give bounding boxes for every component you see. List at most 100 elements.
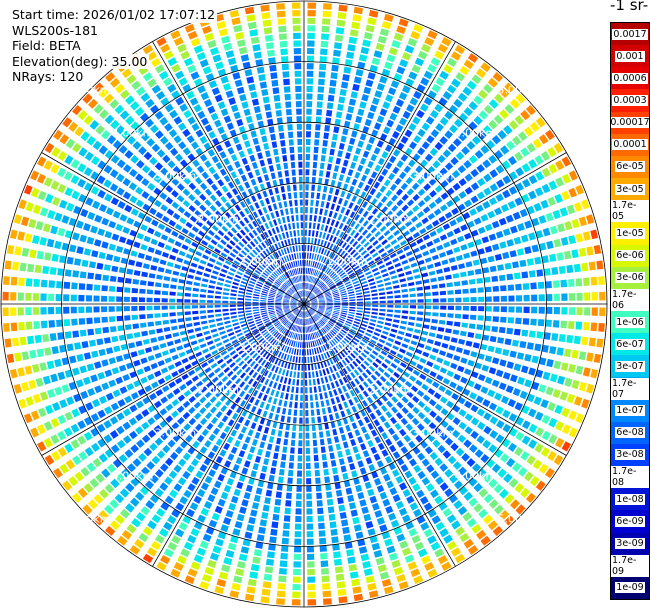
beta-gate	[93, 82, 104, 93]
beta-gate	[182, 470, 191, 480]
beta-gate	[267, 49, 275, 57]
beta-gate	[347, 257, 353, 263]
beta-gate	[195, 250, 203, 257]
beta-gate	[126, 74, 137, 85]
beta-gate	[309, 349, 312, 356]
beta-gate	[159, 192, 168, 200]
beta-gate	[298, 169, 303, 176]
colorbar-tick-label: 3e-05	[611, 178, 649, 201]
beta-gate	[223, 175, 231, 183]
beta-gate	[90, 186, 100, 195]
beta-gate	[118, 364, 127, 372]
beta-gate	[535, 427, 545, 437]
beta-gate	[305, 275, 307, 282]
beta-gate	[236, 513, 245, 522]
beta-gate	[396, 401, 404, 409]
beta-gate	[246, 268, 253, 274]
beta-gate	[368, 136, 376, 144]
beta-gate	[406, 104, 415, 113]
beta-gate	[369, 495, 378, 504]
beta-gate	[260, 252, 266, 259]
beta-gate	[434, 185, 443, 193]
beta-gate	[348, 98, 357, 106]
beta-gate	[59, 255, 67, 264]
beta-gate	[241, 101, 249, 109]
beta-gate	[423, 417, 431, 425]
beta-gate	[237, 39, 246, 48]
beta-gate	[122, 421, 131, 431]
beta-gate	[365, 521, 374, 529]
beta-gate	[253, 363, 259, 370]
beta-gate	[361, 264, 368, 270]
beta-gate	[275, 270, 280, 276]
beta-gate	[273, 452, 279, 460]
beta-gate	[83, 248, 92, 256]
beta-gate	[252, 249, 258, 256]
beta-gate	[349, 301, 356, 304]
beta-gate	[150, 104, 160, 114]
beta-gate	[338, 403, 343, 411]
beta-gate	[410, 299, 417, 303]
beta-gate	[400, 283, 407, 288]
beta-gate	[353, 123, 360, 131]
beta-gate	[284, 272, 289, 279]
beta-gate	[383, 473, 391, 482]
beta-gate	[147, 78, 157, 88]
beta-gate	[259, 159, 266, 167]
beta-gate	[255, 286, 262, 290]
beta-gate	[252, 211, 259, 219]
beta-gate	[98, 145, 108, 155]
beta-gate	[562, 424, 571, 435]
beta-gate	[275, 307, 282, 310]
beta-gate	[396, 25, 406, 35]
beta-gate	[353, 232, 360, 239]
beta-gate	[233, 278, 241, 283]
beta-gate	[304, 298, 305, 304]
beta-gate	[93, 494, 104, 504]
beta-gate	[284, 361, 288, 369]
beta-gate	[356, 310, 363, 313]
beta-gate	[201, 320, 208, 325]
beta-gate	[413, 464, 422, 473]
beta-gate	[439, 70, 449, 80]
beta-gate	[502, 372, 511, 380]
beta-gate	[94, 273, 102, 281]
beta-gate	[145, 500, 155, 510]
beta-gate	[86, 236, 95, 245]
beta-gate	[176, 305, 183, 310]
beta-gate	[246, 14, 256, 22]
beta-gate	[357, 140, 364, 148]
beta-gate	[246, 255, 253, 261]
beta-gate	[129, 168, 138, 178]
beta-gate	[284, 170, 289, 177]
beta-gate	[150, 337, 158, 343]
beta-gate	[394, 300, 401, 303]
beta-gate	[401, 193, 409, 201]
beta-gate	[362, 474, 370, 482]
beta-gate	[425, 116, 435, 125]
beta-gate	[263, 318, 270, 322]
beta-gate	[59, 399, 68, 409]
beta-gate	[341, 81, 349, 89]
beta-gate	[194, 365, 202, 372]
beta-gate	[136, 439, 145, 448]
beta-gate	[311, 285, 315, 291]
beta-gate	[515, 317, 522, 325]
beta-gate	[292, 356, 296, 363]
beta-gate	[424, 153, 433, 162]
beta-gate	[10, 276, 18, 286]
beta-gate	[267, 482, 274, 490]
beta-gate	[338, 319, 344, 324]
beta-gate	[540, 399, 549, 409]
beta-gate	[199, 59, 209, 68]
beta-gate	[481, 364, 490, 372]
beta-gate	[383, 371, 391, 378]
beta-gate	[221, 185, 229, 193]
beta-gate	[309, 252, 312, 259]
beta-gate	[449, 219, 457, 227]
beta-gate	[137, 349, 145, 356]
beta-gate	[84, 151, 94, 162]
beta-gate	[320, 48, 328, 56]
beta-gate	[599, 291, 606, 301]
beta-gate	[207, 39, 217, 49]
